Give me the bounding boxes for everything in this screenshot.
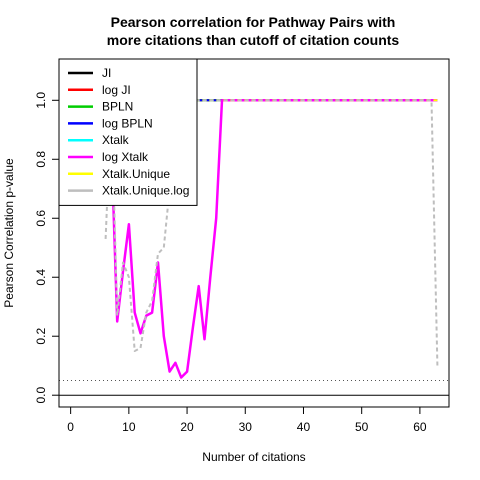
legend-label-log-xtalk: log Xtalk xyxy=(102,150,149,164)
legend-label-log-ji: log JI xyxy=(102,83,131,97)
y-tick-label: 0.8 xyxy=(34,151,48,168)
chart-title-line-2: more citations than cutoff of citation c… xyxy=(107,32,400,48)
x-axis-label: Number of citations xyxy=(202,450,305,464)
x-axis: 0 10 20 30 40 50 60 xyxy=(67,406,427,434)
x-tick-label: 20 xyxy=(180,420,194,434)
y-tick-label: 0.6 xyxy=(34,210,48,227)
plot-area xyxy=(59,99,449,396)
y-tick-label: 0.2 xyxy=(34,328,48,345)
y-tick-label: 0.0 xyxy=(34,387,48,404)
legend-box xyxy=(58,58,198,206)
x-tick-label: 0 xyxy=(67,420,74,434)
legend-label-xtalk: Xtalk xyxy=(102,133,130,147)
y-axis: 0.0 0.2 0.4 0.6 0.8 1.0 xyxy=(34,92,60,404)
legend-label-xtalk-unique: Xtalk.Unique xyxy=(102,167,170,181)
y-tick-label: 1.0 xyxy=(34,92,48,109)
x-tick-label: 60 xyxy=(413,420,427,434)
chart-title-line-1: Pearson correlation for Pathway Pairs wi… xyxy=(111,14,396,30)
series-line-log-xtalk xyxy=(110,99,438,379)
x-tick-label: 30 xyxy=(239,420,253,434)
legend-label-log-bpln: log BPLN xyxy=(102,116,153,130)
y-axis-label: Pearson Correlation p-value xyxy=(2,158,16,308)
legend-label-ji: JI xyxy=(102,66,111,80)
y-tick-label: 0.4 xyxy=(34,269,48,286)
x-tick-label: 50 xyxy=(355,420,369,434)
series-line-xtalk-unique-log xyxy=(104,99,439,366)
x-tick-label: 10 xyxy=(122,420,136,434)
legend-label-bpln: BPLN xyxy=(102,100,133,114)
legend-label-xtalk-unique-log: Xtalk.Unique.log xyxy=(102,184,189,198)
legend: JI log JI BPLN log BPLN Xtalk log Xtalk Xtalk.… xyxy=(58,58,198,206)
x-tick-label: 40 xyxy=(297,420,311,434)
